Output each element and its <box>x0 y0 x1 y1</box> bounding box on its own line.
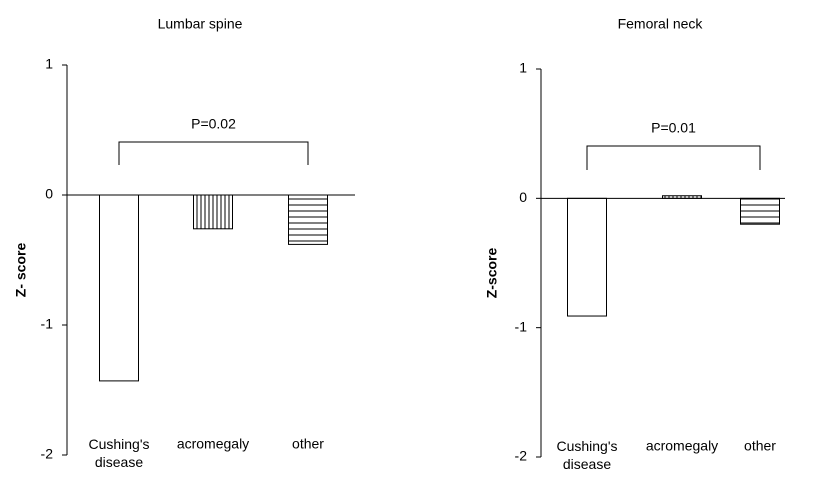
bar <box>288 194 328 245</box>
y-tick-label: 1 <box>519 60 527 76</box>
x-tick-label: Cushing's disease <box>556 438 617 472</box>
bar <box>193 194 233 230</box>
y-axis-label: Z- score <box>13 243 29 298</box>
y-tick-label: -2 <box>41 446 54 462</box>
y-tick-label: 1 <box>45 56 53 72</box>
y-axis-label: Z-score <box>484 248 500 299</box>
p-value: P=0.01 <box>651 120 696 136</box>
significance-bracket <box>118 141 309 165</box>
p-value: P=0.02 <box>191 116 236 132</box>
x-tick-label: acromegaly <box>177 436 249 452</box>
x-tick-label: acromegaly <box>646 438 718 454</box>
y-tick-label: -2 <box>515 448 528 464</box>
x-tick-label: other <box>292 436 324 452</box>
significance-bracket <box>586 145 761 170</box>
y-tick-label: 0 <box>519 189 527 205</box>
y-tick-label: -1 <box>41 316 54 332</box>
chart-title: Femoral neck <box>618 16 704 32</box>
x-tick-label: Cushing's disease <box>88 436 149 470</box>
chart-title: Lumbar spine <box>158 16 243 32</box>
bar <box>99 194 139 382</box>
x-tick-label: other <box>744 438 776 454</box>
y-tick-label: -1 <box>515 318 528 334</box>
bar <box>740 197 780 225</box>
y-tick-label: 0 <box>45 186 53 202</box>
bar <box>567 197 607 317</box>
